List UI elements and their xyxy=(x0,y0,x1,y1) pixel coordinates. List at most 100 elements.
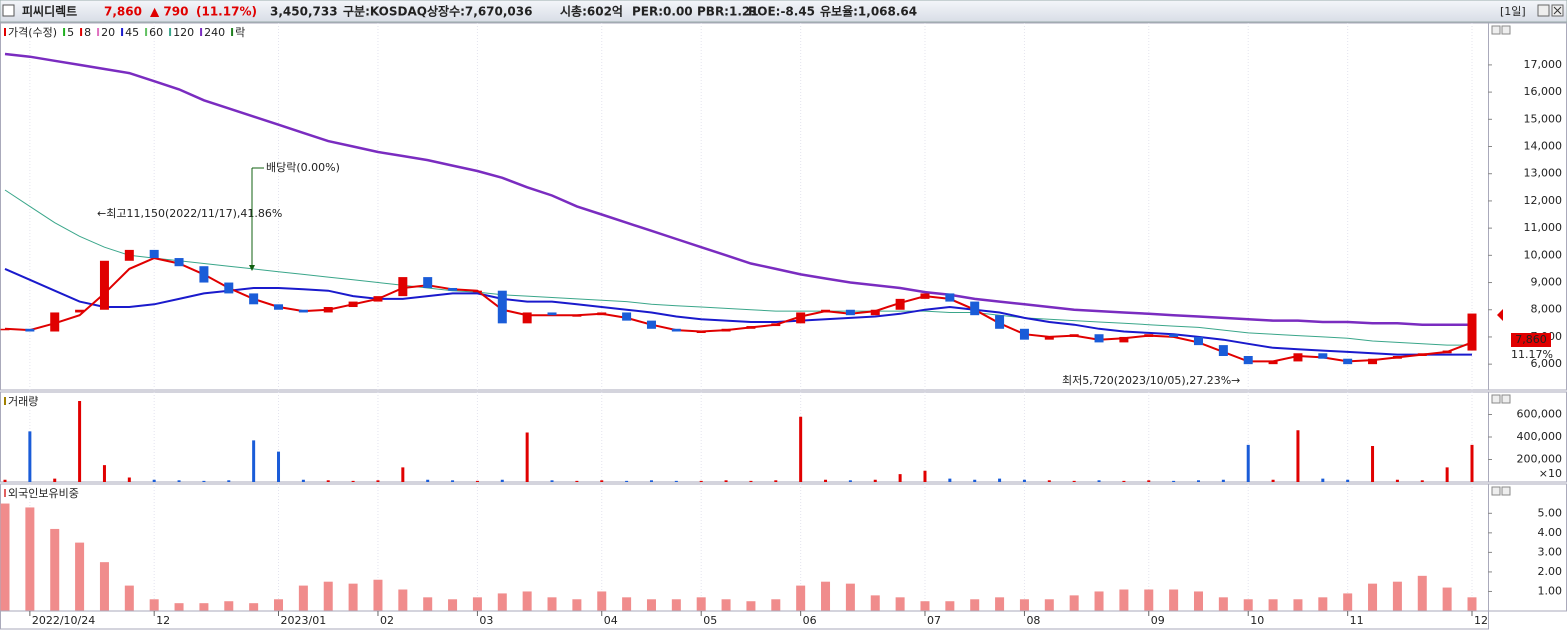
bar xyxy=(1022,479,1026,482)
bar xyxy=(873,479,877,482)
bar xyxy=(224,601,234,611)
candle xyxy=(1268,361,1278,365)
bar xyxy=(351,480,355,482)
period[interactable]: [1일] xyxy=(1500,4,1526,18)
panel-close-icon xyxy=(1501,394,1511,404)
bar xyxy=(174,603,184,611)
change: ▲ 790 xyxy=(150,5,188,19)
candle xyxy=(0,328,10,331)
candle xyxy=(249,293,259,305)
candle xyxy=(348,301,358,308)
legend-swatch xyxy=(4,28,6,36)
candle xyxy=(821,309,831,313)
y-tick-label: 14,000 xyxy=(1524,140,1563,153)
candle xyxy=(149,249,159,259)
bar xyxy=(622,597,632,611)
bar xyxy=(1196,480,1200,482)
candle xyxy=(199,266,209,283)
candle xyxy=(1144,334,1154,337)
annotation: 배당락(0.00%) xyxy=(266,161,340,174)
bar xyxy=(995,597,1005,611)
bar xyxy=(1392,581,1402,611)
legend-swatch xyxy=(80,28,83,36)
legend-swatch xyxy=(97,28,100,36)
y-tick-label: 8,000 xyxy=(1531,303,1563,316)
bar xyxy=(547,597,557,611)
bar xyxy=(646,599,656,611)
legend-label: 8 xyxy=(84,26,91,39)
legend-swatch xyxy=(231,28,234,36)
legend-swatch xyxy=(200,28,203,36)
bar xyxy=(746,601,756,611)
moving-average-line xyxy=(4,52,1472,326)
bar xyxy=(572,599,582,611)
unit-note: ×10 xyxy=(1539,467,1562,480)
bar xyxy=(1368,583,1378,611)
bar xyxy=(898,474,902,482)
bar xyxy=(298,585,308,611)
bar xyxy=(1172,480,1176,482)
bar xyxy=(696,597,706,611)
bar xyxy=(1442,587,1452,611)
annotation: 최저5,720(2023/10/05),27.23%→ xyxy=(1062,374,1240,387)
bar xyxy=(1420,480,1424,482)
checkbox[interactable] xyxy=(2,4,15,17)
bar xyxy=(25,507,35,611)
bar xyxy=(448,599,458,611)
candle xyxy=(1442,350,1452,354)
bar xyxy=(326,480,330,482)
bar xyxy=(1122,480,1126,482)
bar xyxy=(799,416,803,482)
bar xyxy=(28,431,32,482)
bar xyxy=(749,480,753,482)
candle xyxy=(298,309,308,313)
bar xyxy=(274,599,284,611)
stock-name: 피씨디렉트 xyxy=(22,4,77,19)
bar xyxy=(674,480,678,482)
candle xyxy=(50,312,60,332)
candle xyxy=(323,307,333,313)
y-tick-label: 5.00 xyxy=(1538,506,1563,519)
candle xyxy=(920,293,930,299)
change-tag: 11.17% xyxy=(1511,348,1553,361)
moving-average-line xyxy=(4,189,1472,346)
candle xyxy=(1169,334,1179,337)
bar xyxy=(1417,575,1427,611)
reserve: 유보율:1,068.64 xyxy=(820,5,917,19)
candle xyxy=(373,296,383,302)
bar xyxy=(3,479,7,482)
candle xyxy=(1467,313,1477,351)
candle xyxy=(25,328,35,332)
candle xyxy=(995,315,1005,329)
bar xyxy=(1470,444,1474,482)
restore-button[interactable] xyxy=(1537,4,1550,17)
candle xyxy=(721,328,731,332)
axis-panel xyxy=(1488,22,1567,391)
annotation: ←최고11,150(2022/11/17),41.86% xyxy=(97,207,282,220)
panel xyxy=(0,391,1489,483)
bar xyxy=(1044,599,1054,611)
bar xyxy=(323,581,333,611)
x-tick-label: 04 xyxy=(604,614,618,627)
bar xyxy=(1169,589,1179,611)
legend-label: 45 xyxy=(125,26,139,39)
candle xyxy=(1069,334,1079,337)
candle xyxy=(547,312,557,316)
x-tick-label: 05 xyxy=(703,614,717,627)
price: 7,860 xyxy=(104,5,142,19)
price-pointer xyxy=(1497,309,1503,321)
candle xyxy=(870,309,880,316)
candle xyxy=(75,309,85,313)
bar xyxy=(522,591,532,611)
y-tick-label: 16,000 xyxy=(1524,85,1563,98)
candle xyxy=(1368,358,1378,365)
candle xyxy=(1392,355,1402,359)
x-tick-label: 02 xyxy=(380,614,394,627)
bar xyxy=(50,528,60,611)
y-tick-label: 13,000 xyxy=(1524,167,1563,180)
bar xyxy=(1243,599,1253,611)
legend-label: 외국인보유비중 xyxy=(8,487,79,500)
legend-swatch xyxy=(4,489,6,497)
panel-menu-icon xyxy=(1491,25,1501,35)
